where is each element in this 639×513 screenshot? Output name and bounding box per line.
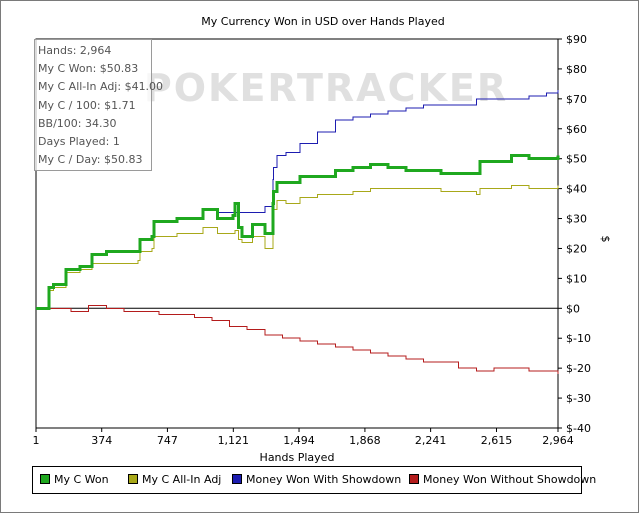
- y-tick-label: $80: [566, 63, 587, 76]
- legend-label: Money Won With Showdown: [246, 473, 402, 486]
- x-tick-label: 2,615: [481, 434, 513, 447]
- chart-title: My Currency Won in USD over Hands Played: [201, 15, 444, 28]
- legend-label: My C All-In Adj: [142, 473, 222, 486]
- y-tick-label: $-10: [566, 332, 591, 345]
- stat-per-100: My C / 100: $1.71: [38, 98, 136, 112]
- x-tick-label: 374: [91, 434, 112, 447]
- legend: My C Won My C All-In Adj Money Won With …: [32, 466, 596, 494]
- stats-overlay: Hands: 2,964 My C Won: $50.83 My C All-I…: [34, 39, 164, 171]
- legend-swatch: [128, 474, 138, 484]
- y-tick-label: $30: [566, 213, 587, 226]
- series-line-my-c-all-in-adj: [36, 185, 559, 309]
- series-line-money-won-without-showdown: [36, 304, 559, 375]
- x-axis-label: Hands Played: [260, 451, 335, 464]
- pokertracker-watermark: POKERTRACKER: [144, 66, 508, 110]
- y-tick-label: $90: [566, 33, 587, 46]
- y-tick-label: $40: [566, 183, 587, 196]
- legend-item-my-c-won: My C Won: [40, 467, 109, 493]
- stat-won: My C Won: $50.83: [38, 62, 139, 76]
- x-tick-label: 1,121: [218, 434, 250, 447]
- stat-hands: Hands: 2,964: [38, 44, 112, 57]
- legend-swatch: [409, 474, 419, 484]
- plot-border: [35, 38, 559, 429]
- y-tick-label: $-30: [566, 392, 591, 405]
- y-tick-label: $60: [566, 123, 587, 136]
- legend-label: My C Won: [54, 473, 109, 486]
- y-axis: $-40 $-30 $-20 $-10 $0 $10 $20 $30 $40 $50 $60 $70 $…: [558, 33, 591, 435]
- stat-bb-per-100: BB/100: 34.30: [38, 116, 117, 130]
- series-line-my-c-won: [36, 154, 560, 310]
- x-tick-label: 1,494: [283, 434, 315, 447]
- y-tick-label: $70: [566, 93, 587, 106]
- x-tick-label: 1: [33, 434, 40, 447]
- x-tick-label: 747: [157, 434, 178, 447]
- x-tick-label: 2,241: [415, 434, 447, 447]
- y-axis-label: $: [599, 236, 612, 243]
- legend-swatch: [232, 474, 242, 484]
- y-tick-label: $20: [566, 242, 587, 255]
- legend-item-all-in-adj: My C All-In Adj: [128, 467, 221, 493]
- y-tick-label: $-20: [566, 362, 591, 375]
- x-axis: 1 374 747 1,121 1,494 1,868 2,241 2,615 2,964: [33, 428, 574, 447]
- series-layer: [36, 89, 560, 375]
- stat-per-day: My C / Day: $50.83: [38, 153, 143, 167]
- x-tick-label: 2,964: [542, 434, 574, 447]
- legend-item-without-showdown: Money Won Without Showdown: [409, 467, 596, 493]
- y-tick-label: $10: [566, 272, 587, 285]
- legend-item-with-showdown: Money Won With Showdown: [232, 467, 401, 493]
- stat-days-played: Days Played: 1: [38, 134, 120, 148]
- y-tick-label: $0: [566, 302, 580, 315]
- y-tick-label: $-40: [566, 422, 591, 435]
- legend-swatch: [40, 474, 50, 484]
- stat-all-in-adj: My C All-In Adj: $41.00: [38, 80, 164, 94]
- legend-label: Money Won Without Showdown: [423, 473, 597, 486]
- y-tick-label: $50: [566, 153, 587, 166]
- x-tick-label: 1,868: [349, 434, 381, 447]
